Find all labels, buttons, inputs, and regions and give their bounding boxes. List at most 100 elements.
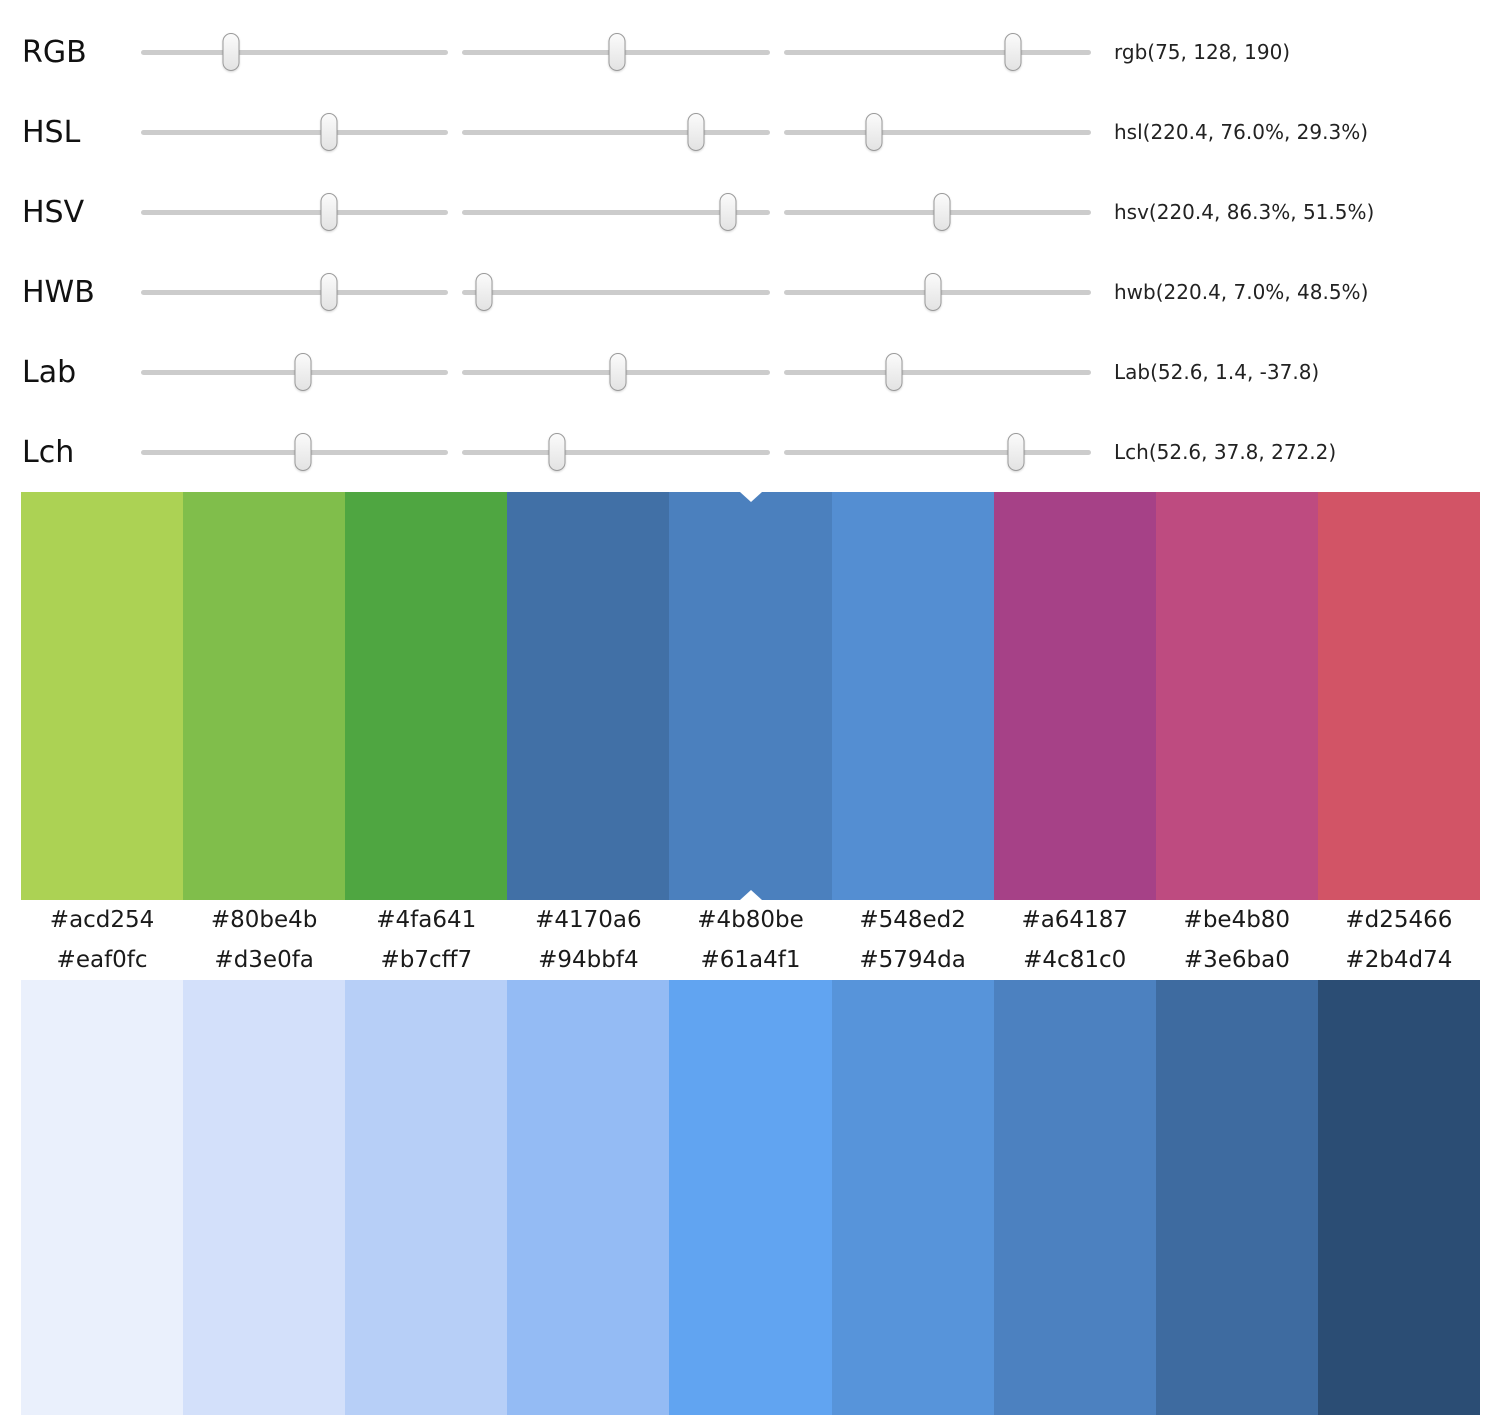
color-model-label-lch: Lch bbox=[22, 434, 75, 470]
rgb-channel-3-slider-track[interactable] bbox=[783, 33, 1091, 71]
slider-row-hwb: HWB hwb(220.4, 7.0%, 48.5%) bbox=[0, 252, 1501, 332]
slider-tracks-hsl bbox=[141, 92, 1091, 172]
slider-row-lch: Lch Lch(52.6, 37.8, 272.2) bbox=[0, 412, 1501, 492]
tone-swatch-hex-label: #94bbf4 bbox=[538, 947, 639, 973]
hsl-channel-2-slider-track[interactable] bbox=[462, 113, 770, 151]
tone-swatch-hex-label: #4c81c0 bbox=[1023, 947, 1127, 973]
tone-scale-strip bbox=[21, 980, 1480, 1415]
hue-swatch-hex-label: #4170a6 bbox=[535, 907, 642, 933]
lch-channel-1-slider-thumb[interactable] bbox=[294, 433, 312, 471]
tone-swatch-3e6ba0[interactable] bbox=[1155, 980, 1318, 1415]
slider-row-rgb: RGB rgb(75, 128, 190) bbox=[0, 12, 1501, 92]
hsv-channel-2-slider-thumb[interactable] bbox=[719, 193, 737, 231]
hsl-channel-3-slider-thumb[interactable] bbox=[865, 113, 883, 151]
lab-channel-2-slider-thumb[interactable] bbox=[609, 353, 627, 391]
slider-row-hsv: HSV hsv(220.4, 86.3%, 51.5%) bbox=[0, 172, 1501, 252]
hue-swatch-548ed2[interactable] bbox=[831, 492, 994, 900]
tone-swatch-eaf0fc[interactable] bbox=[21, 980, 184, 1415]
hue-swatch-hex-label: #4fa641 bbox=[376, 907, 477, 933]
hsl-channel-3-slider-track[interactable] bbox=[783, 113, 1091, 151]
hue-swatch-hex-label: #be4b80 bbox=[1183, 907, 1291, 933]
hue-swatch-hex-label: #acd254 bbox=[49, 907, 155, 933]
tone-swatch-b7cff7[interactable] bbox=[345, 980, 508, 1415]
hue-swatch-4170a6[interactable] bbox=[507, 492, 670, 900]
lch-channel-2-slider-track[interactable] bbox=[462, 433, 770, 471]
tone-swatch-d3e0fa[interactable] bbox=[183, 980, 346, 1415]
tone-swatch-hex-label: #2b4d74 bbox=[1345, 947, 1453, 973]
hue-swatch-4fa641[interactable] bbox=[345, 492, 508, 900]
hwb-channel-2-slider-track[interactable] bbox=[462, 273, 770, 311]
rgb-value-readout: rgb(75, 128, 190) bbox=[1114, 40, 1291, 64]
rgb-channel-3-slider-thumb[interactable] bbox=[1004, 33, 1022, 71]
rgb-channel-2-slider-track[interactable] bbox=[462, 33, 770, 71]
color-model-label-hwb: HWB bbox=[22, 274, 95, 310]
hsv-channel-1-slider-track[interactable] bbox=[141, 193, 449, 231]
hue-swatch-acd254[interactable] bbox=[21, 492, 184, 900]
lch-channel-1-slider-track[interactable] bbox=[141, 433, 449, 471]
slider-tracks-lch bbox=[141, 412, 1091, 492]
hsl-value-readout: hsl(220.4, 76.0%, 29.3%) bbox=[1114, 120, 1369, 144]
lab-channel-3-slider-track[interactable] bbox=[783, 353, 1091, 391]
lch-channel-3-slider-track[interactable] bbox=[783, 433, 1091, 471]
slider-row-hsl: HSL hsl(220.4, 76.0%, 29.3%) bbox=[0, 92, 1501, 172]
selected-swatch-notch-top bbox=[739, 492, 762, 502]
tone-swatch-5794da[interactable] bbox=[831, 980, 994, 1415]
tone-swatch-94bbf4[interactable] bbox=[507, 980, 670, 1415]
hsv-channel-2-slider-track[interactable] bbox=[462, 193, 770, 231]
lab-channel-3-slider-thumb[interactable] bbox=[885, 353, 903, 391]
hsv-channel-3-slider-track[interactable] bbox=[783, 193, 1091, 231]
tone-swatch-hex-label: #eaf0fc bbox=[56, 947, 148, 973]
hwb-channel-3-slider-track[interactable] bbox=[783, 273, 1091, 311]
color-model-label-rgb: RGB bbox=[22, 34, 87, 70]
rgb-channel-1-slider-thumb[interactable] bbox=[222, 33, 240, 71]
hue-swatch-hex-label: #4b80be bbox=[697, 907, 804, 933]
hsl-channel-2-slider-thumb[interactable] bbox=[687, 113, 705, 151]
slider-tracks-hwb bbox=[141, 252, 1091, 332]
hue-swatch-hex-label: #548ed2 bbox=[859, 907, 966, 933]
hue-swatch-hex-label: #80be4b bbox=[210, 907, 318, 933]
lab-channel-1-slider-thumb[interactable] bbox=[294, 353, 312, 391]
slider-tracks-lab bbox=[141, 332, 1091, 412]
lch-value-readout: Lch(52.6, 37.8, 272.2) bbox=[1114, 440, 1337, 464]
tone-swatch-hex-label: #b7cff7 bbox=[380, 947, 473, 973]
hue-swatch-be4b80[interactable] bbox=[1155, 492, 1318, 900]
lab-value-readout: Lab(52.6, 1.4, -37.8) bbox=[1114, 360, 1320, 384]
tone-swatch-hex-label: #d3e0fa bbox=[214, 947, 314, 973]
hsv-value-readout: hsv(220.4, 86.3%, 51.5%) bbox=[1114, 200, 1375, 224]
hwb-channel-2-slider-thumb[interactable] bbox=[475, 273, 493, 311]
lab-channel-1-slider-track[interactable] bbox=[141, 353, 449, 391]
rgb-channel-2-slider-thumb[interactable] bbox=[608, 33, 626, 71]
slider-row-lab: Lab Lab(52.6, 1.4, -37.8) bbox=[0, 332, 1501, 412]
hwb-channel-1-slider-track[interactable] bbox=[141, 273, 449, 311]
slider-tracks-hsv bbox=[141, 172, 1091, 252]
hue-swatch-a64187[interactable] bbox=[993, 492, 1156, 900]
tone-swatch-hex-label: #5794da bbox=[859, 947, 966, 973]
color-model-label-hsl: HSL bbox=[22, 114, 81, 150]
hue-swatch-hex-label: #a64187 bbox=[1021, 907, 1128, 933]
hue-palette-strip bbox=[21, 492, 1480, 900]
tone-scale-hex-labels: #eaf0fc #d3e0fa #b7cff7 #94bbf4 #61a4f1 #5794… bbox=[21, 940, 1480, 980]
lch-channel-3-slider-thumb[interactable] bbox=[1007, 433, 1025, 471]
hsl-channel-1-slider-track[interactable] bbox=[141, 113, 449, 151]
rgb-channel-1-slider-track[interactable] bbox=[141, 33, 449, 71]
slider-tracks-rgb bbox=[141, 12, 1091, 92]
hsv-channel-3-slider-thumb[interactable] bbox=[933, 193, 951, 231]
hwb-channel-1-slider-thumb[interactable] bbox=[320, 273, 338, 311]
hsv-channel-1-slider-thumb[interactable] bbox=[320, 193, 338, 231]
hue-swatch-80be4b[interactable] bbox=[183, 492, 346, 900]
hwb-channel-3-slider-thumb[interactable] bbox=[924, 273, 942, 311]
slider-panel: RGB rgb(75, 128, 190) HSL hsl(220.4, 76.0%,… bbox=[0, 0, 1501, 492]
hue-swatch-4b80be[interactable] bbox=[669, 492, 832, 900]
lab-channel-2-slider-track[interactable] bbox=[462, 353, 770, 391]
tone-swatch-4c81c0[interactable] bbox=[993, 980, 1156, 1415]
tone-swatch-2b4d74[interactable] bbox=[1317, 980, 1480, 1415]
color-model-label-lab: Lab bbox=[22, 354, 77, 390]
hwb-value-readout: hwb(220.4, 7.0%, 48.5%) bbox=[1114, 280, 1369, 304]
hue-palette-hex-labels: #acd254 #80be4b #4fa641 #4170a6 #4b80be #548e… bbox=[21, 900, 1480, 940]
hue-swatch-d25466[interactable] bbox=[1317, 492, 1480, 900]
lch-channel-2-slider-thumb[interactable] bbox=[548, 433, 566, 471]
hsl-channel-1-slider-thumb[interactable] bbox=[320, 113, 338, 151]
color-model-label-hsv: HSV bbox=[22, 194, 85, 230]
tone-swatch-61a4f1[interactable] bbox=[669, 980, 832, 1415]
